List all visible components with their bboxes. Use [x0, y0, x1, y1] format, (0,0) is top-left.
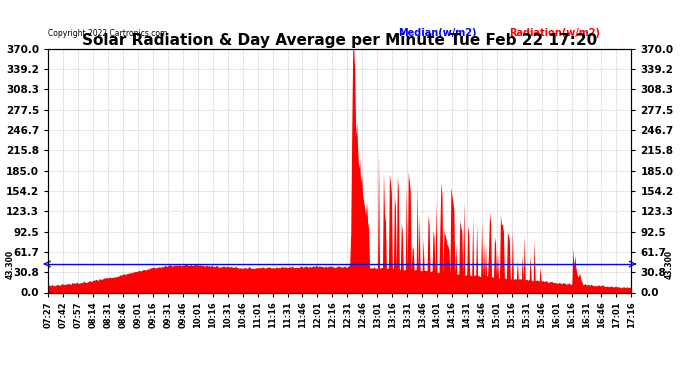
- Text: 43.300: 43.300: [664, 249, 673, 279]
- Text: Radiation(w/m2): Radiation(w/m2): [509, 28, 600, 38]
- Text: Copyright 2022 Cartronics.com: Copyright 2022 Cartronics.com: [48, 29, 168, 38]
- Text: 43.300: 43.300: [6, 249, 15, 279]
- Text: Median(w/m2): Median(w/m2): [398, 28, 477, 38]
- Title: Solar Radiation & Day Average per Minute Tue Feb 22 17:20: Solar Radiation & Day Average per Minute…: [82, 33, 598, 48]
